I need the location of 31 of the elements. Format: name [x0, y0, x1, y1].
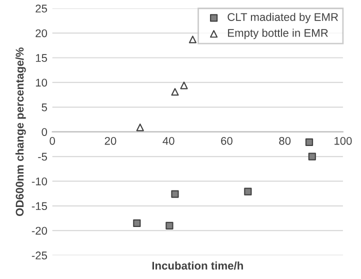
- y-tick-label: -20: [32, 226, 48, 235]
- x-tick-label: 100: [334, 136, 352, 145]
- x-tick-label: 0: [50, 136, 55, 145]
- point: [180, 82, 188, 90]
- x-tick-label: 60: [221, 136, 232, 145]
- y-tick-label: 5: [42, 104, 48, 112]
- y-tick-label: -5: [38, 152, 48, 161]
- y-tick-label: -10: [32, 177, 48, 186]
- point: [166, 222, 174, 230]
- y-tick-label: 10: [36, 78, 48, 87]
- point: [244, 188, 252, 196]
- point: [308, 152, 316, 160]
- x-tick-label: 40: [162, 136, 174, 145]
- x-tick-label: 20: [104, 136, 116, 145]
- point: [136, 124, 144, 132]
- legend-label: CLT madiated by EMR: [228, 12, 338, 24]
- point: [171, 190, 179, 198]
- y-tick-label: 15: [36, 54, 48, 62]
- point: [133, 219, 141, 227]
- point: [171, 88, 179, 96]
- x-axis-title: Incubation time/h: [152, 261, 243, 270]
- point: [188, 36, 197, 44]
- y-tick-label: 25: [36, 4, 48, 13]
- y-tick-label: -25: [32, 252, 48, 260]
- x-tick-label: 80: [279, 136, 291, 145]
- point: [305, 138, 314, 146]
- legend-label: Empty bottle in EMR: [228, 28, 328, 40]
- y-tick-label: 20: [36, 29, 48, 38]
- y-tick-label: 0: [42, 128, 48, 136]
- y-tick-label: -15: [32, 202, 48, 210]
- y-axis-title: OD600nm change percentage/%: [15, 48, 26, 216]
